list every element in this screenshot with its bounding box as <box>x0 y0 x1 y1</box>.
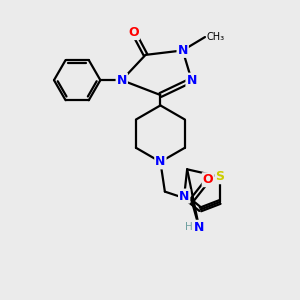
Text: N: N <box>194 221 204 234</box>
Text: N: N <box>178 44 188 57</box>
Text: O: O <box>202 173 213 186</box>
Text: O: O <box>128 26 139 39</box>
Text: N: N <box>186 74 197 87</box>
Text: CH₃: CH₃ <box>206 32 225 42</box>
Text: N: N <box>117 74 127 87</box>
Text: S: S <box>215 170 224 183</box>
Text: N: N <box>179 190 189 202</box>
Text: H: H <box>185 222 193 232</box>
Text: N: N <box>155 155 166 168</box>
